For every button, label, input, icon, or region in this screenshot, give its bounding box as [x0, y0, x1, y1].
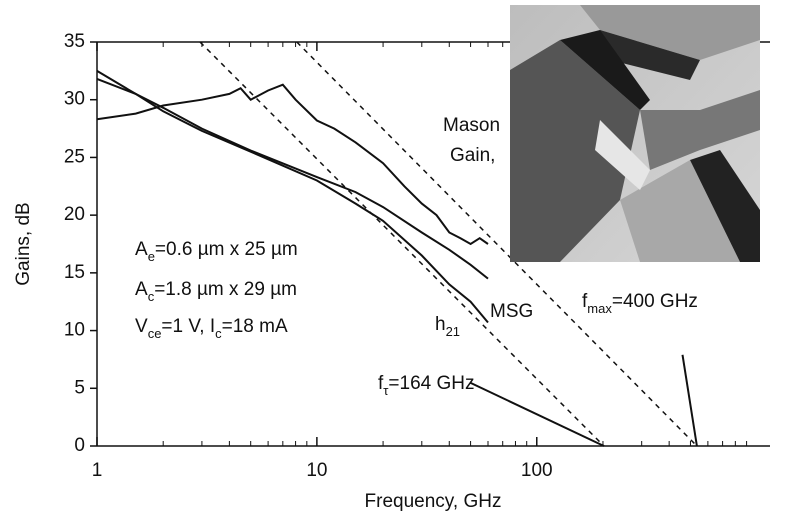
x-tick-label: 10 — [306, 460, 327, 481]
annotation-text: A — [135, 279, 148, 300]
annotation: Vce=1 V, Ic=18 mA — [135, 316, 288, 341]
annotation-subscript: 21 — [446, 324, 460, 339]
annotation-text: h — [435, 314, 446, 335]
y-tick-label: 0 — [74, 435, 85, 456]
y-tick-label: 5 — [74, 377, 85, 398]
x-tick-label: 1 — [92, 460, 103, 481]
annotation: Gain, — [450, 145, 495, 166]
annotation: h21 — [435, 314, 460, 339]
inset-photo — [510, 5, 760, 262]
annotation-text: Gain, — [450, 145, 495, 166]
series-line — [683, 355, 697, 446]
annotation: MSG — [490, 301, 533, 322]
y-tick-label: 20 — [64, 204, 85, 225]
annotation-text: =18 mA — [222, 316, 288, 337]
annotation-text: V — [135, 316, 148, 337]
y-tick-label: 30 — [64, 89, 85, 110]
series-line — [97, 85, 488, 244]
annotation-text: A — [135, 239, 148, 260]
chart: Frequency, GHz Gains, dB 0 5 10 15 20 25 30 35 1… — [0, 0, 802, 516]
x-tick-label: 100 — [521, 460, 553, 481]
annotation-text: =400 GHz — [612, 291, 698, 312]
y-tick-label: 15 — [64, 262, 85, 283]
x-axis-label: Frequency, GHz — [365, 491, 502, 512]
y-tick-label: 10 — [64, 320, 85, 341]
annotation: fmax=400 GHz — [582, 291, 698, 316]
y-tick-label: 25 — [64, 146, 85, 167]
annotation-subscript: max — [587, 301, 612, 316]
annotation-subscript: e — [148, 249, 155, 264]
annotation: Mason — [443, 115, 500, 136]
annotation-text: =1 V, I — [161, 316, 215, 337]
annotation-text: =1.8 µm x 29 µm — [154, 279, 297, 300]
annotation: Ac=1.8 µm x 29 µm — [135, 279, 297, 304]
series-line — [470, 383, 604, 447]
y-axis-label: Gains, dB — [13, 202, 34, 285]
annotation-text: =0.6 µm x 25 µm — [155, 239, 298, 260]
annotation: Ae=0.6 µm x 25 µm — [135, 239, 298, 264]
y-tick-label: 35 — [64, 31, 85, 52]
annotation-text: Mason — [443, 115, 500, 136]
annotation: fτ=164 GHz — [378, 373, 475, 398]
annotation-text: =164 GHz — [388, 373, 474, 394]
annotation-subscript: ce — [148, 326, 162, 341]
annotation-text: MSG — [490, 301, 533, 322]
